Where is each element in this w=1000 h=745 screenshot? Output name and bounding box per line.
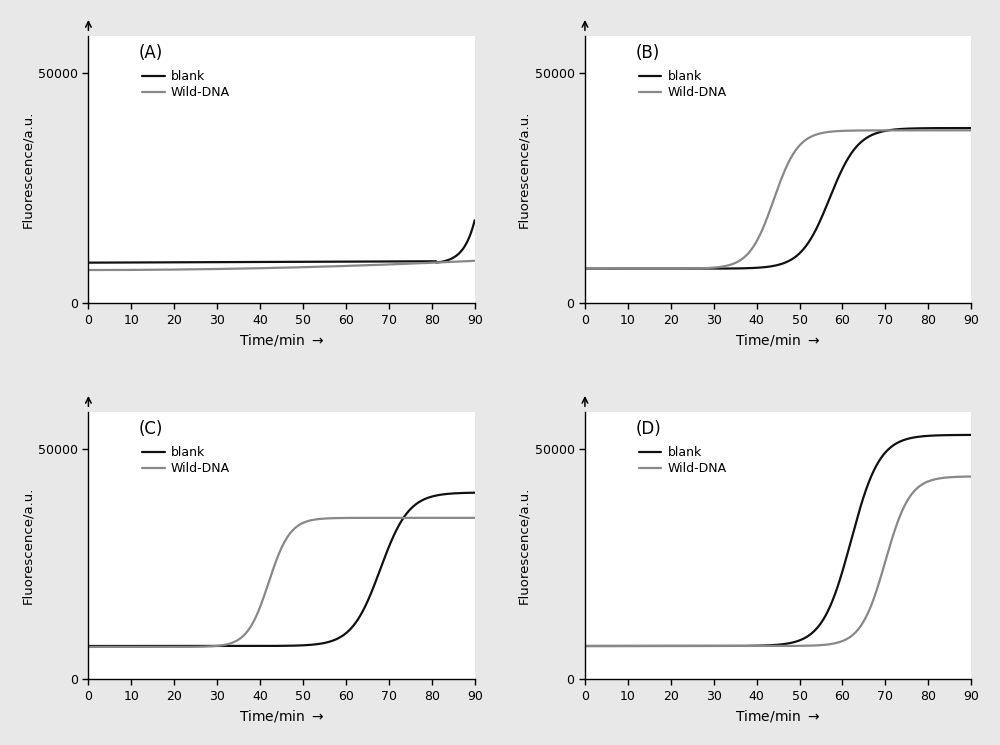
Wild-DNA — [82, 265, 94, 274]
Wild-DNA — [270, 556, 282, 565]
blank — [579, 264, 591, 273]
blank — [457, 244, 469, 253]
X-axis label: Time/min $\rightarrow$: Time/min $\rightarrow$ — [239, 708, 324, 724]
blank — [82, 641, 94, 650]
Wild-DNA — [757, 225, 769, 234]
X-axis label: Time/min $\rightarrow$: Time/min $\rightarrow$ — [239, 332, 324, 348]
Wild-DNA — [965, 126, 977, 135]
blank — [457, 489, 469, 498]
blank — [457, 244, 469, 253]
Text: (A): (A) — [139, 44, 163, 62]
Wild-DNA — [469, 256, 481, 265]
Wild-DNA — [102, 265, 114, 274]
Line: Wild-DNA: Wild-DNA — [88, 261, 475, 270]
Wild-DNA — [757, 641, 769, 650]
blank — [102, 258, 114, 267]
blank — [767, 641, 779, 650]
Text: (C): (C) — [139, 420, 163, 438]
blank — [954, 124, 966, 133]
Wild-DNA — [767, 641, 779, 650]
Legend: blank, Wild-DNA: blank, Wild-DNA — [638, 445, 728, 477]
blank — [260, 641, 272, 650]
Wild-DNA — [767, 198, 779, 207]
Wild-DNA — [102, 642, 114, 651]
Wild-DNA — [579, 264, 591, 273]
Wild-DNA — [457, 257, 469, 266]
Line: blank: blank — [88, 492, 475, 646]
Wild-DNA — [82, 642, 94, 651]
blank — [387, 257, 399, 266]
Wild-DNA — [965, 472, 977, 481]
blank — [965, 431, 977, 440]
Wild-DNA — [469, 513, 481, 522]
X-axis label: Time/min $\rightarrow$: Time/min $\rightarrow$ — [735, 332, 821, 348]
Wild-DNA — [883, 544, 895, 553]
X-axis label: Time/min $\rightarrow$: Time/min $\rightarrow$ — [735, 708, 821, 724]
Wild-DNA — [260, 586, 272, 595]
Wild-DNA — [457, 257, 469, 266]
Wild-DNA — [579, 641, 591, 650]
blank — [757, 641, 769, 650]
Legend: blank, Wild-DNA: blank, Wild-DNA — [141, 69, 231, 101]
blank — [965, 124, 977, 133]
Line: blank: blank — [585, 128, 971, 269]
Wild-DNA — [954, 126, 966, 135]
Wild-DNA — [457, 513, 469, 522]
Wild-DNA — [954, 126, 966, 135]
Wild-DNA — [387, 260, 399, 269]
Text: (B): (B) — [635, 44, 659, 62]
blank — [579, 641, 591, 650]
blank — [599, 264, 611, 273]
blank — [260, 258, 272, 267]
blank — [954, 124, 966, 133]
Text: (D): (D) — [635, 420, 661, 438]
Wild-DNA — [457, 513, 469, 522]
Wild-DNA — [260, 264, 272, 273]
Wild-DNA — [270, 264, 282, 273]
blank — [102, 641, 114, 650]
blank — [469, 216, 481, 225]
blank — [387, 533, 399, 542]
Wild-DNA — [954, 472, 966, 481]
Wild-DNA — [599, 641, 611, 650]
Legend: blank, Wild-DNA: blank, Wild-DNA — [638, 69, 728, 101]
Line: Wild-DNA: Wild-DNA — [585, 477, 971, 646]
Y-axis label: Fluorescence/a.u.: Fluorescence/a.u. — [21, 111, 34, 228]
Line: Wild-DNA: Wild-DNA — [585, 130, 971, 269]
Line: Wild-DNA: Wild-DNA — [88, 518, 475, 647]
Wild-DNA — [599, 264, 611, 273]
blank — [270, 258, 282, 267]
blank — [954, 431, 966, 440]
Wild-DNA — [954, 472, 966, 481]
blank — [599, 641, 611, 650]
Line: blank: blank — [585, 435, 971, 646]
Y-axis label: Fluorescence/a.u.: Fluorescence/a.u. — [21, 486, 34, 604]
blank — [883, 444, 895, 453]
blank — [270, 641, 282, 650]
Y-axis label: Fluorescence/a.u.: Fluorescence/a.u. — [517, 486, 530, 604]
Legend: blank, Wild-DNA: blank, Wild-DNA — [141, 445, 231, 477]
blank — [757, 263, 769, 272]
blank — [82, 259, 94, 267]
Wild-DNA — [883, 126, 895, 135]
Wild-DNA — [387, 513, 399, 522]
blank — [767, 261, 779, 270]
blank — [457, 489, 469, 498]
Line: blank: blank — [88, 221, 475, 263]
blank — [883, 126, 895, 135]
blank — [469, 488, 481, 497]
blank — [954, 431, 966, 440]
Y-axis label: Fluorescence/a.u.: Fluorescence/a.u. — [517, 111, 530, 228]
